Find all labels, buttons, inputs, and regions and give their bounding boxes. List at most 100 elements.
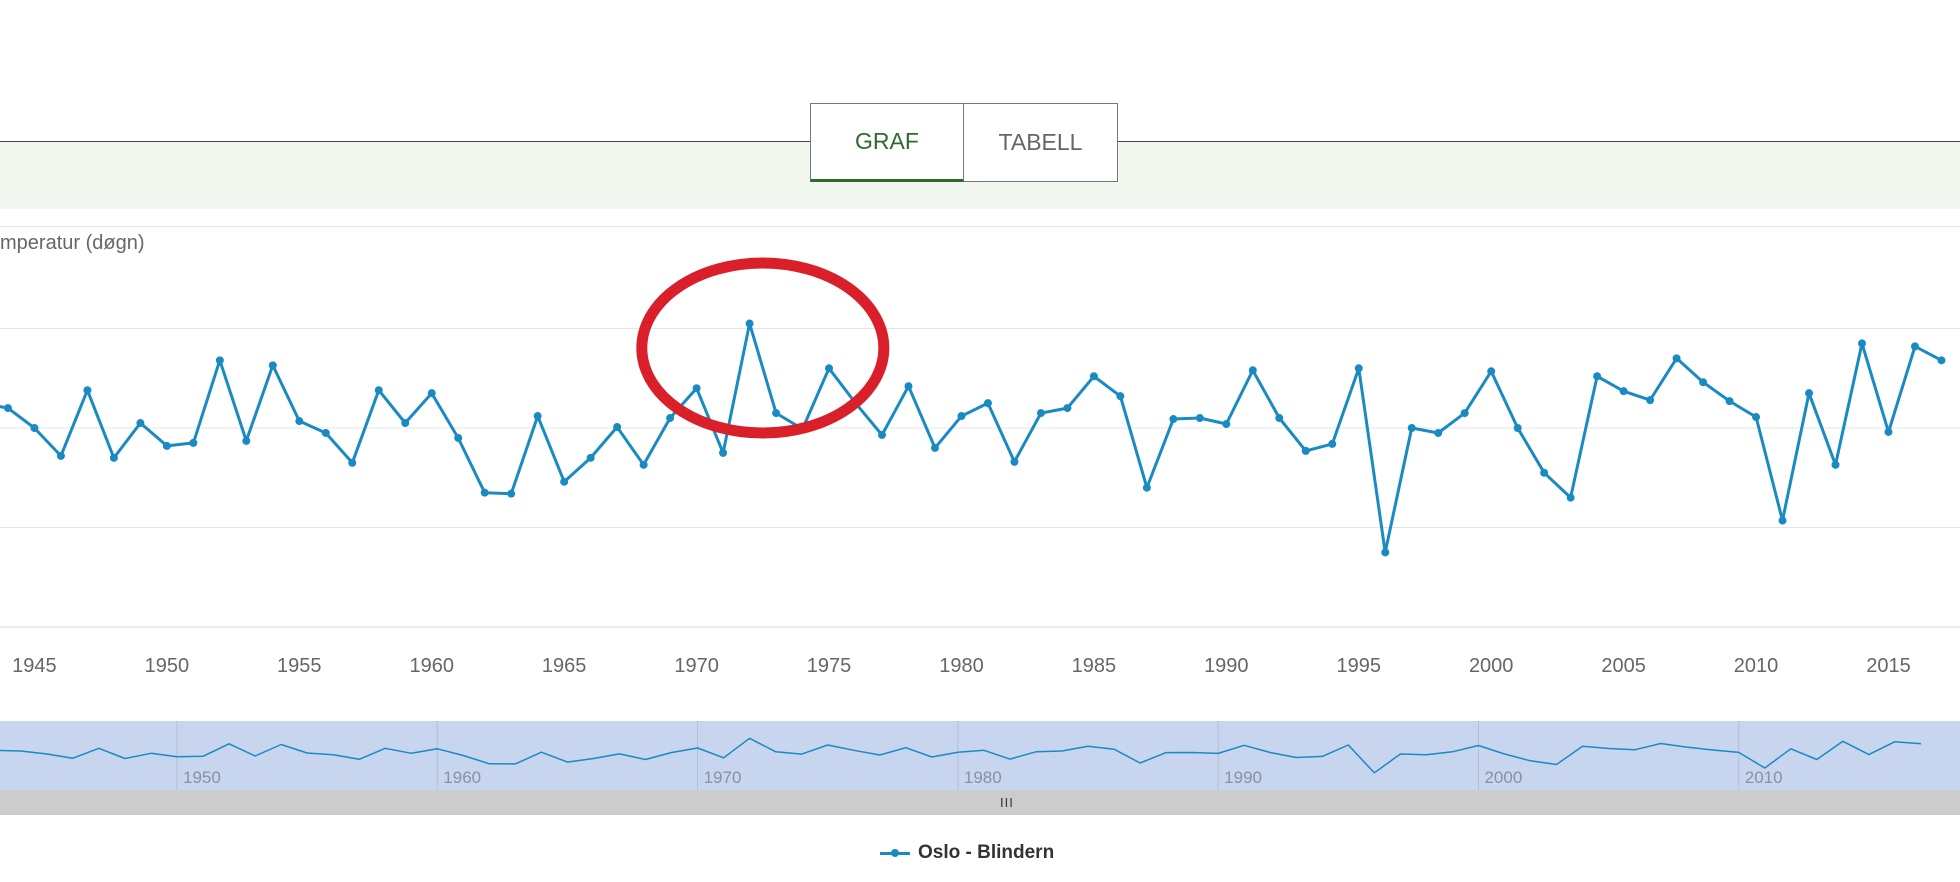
x-tick-label: 1945 bbox=[12, 655, 57, 677]
x-tick-label: 1960 bbox=[409, 655, 454, 677]
data-point bbox=[83, 386, 92, 395]
data-point bbox=[1434, 428, 1443, 437]
x-tick-label: 1970 bbox=[674, 655, 719, 677]
data-point bbox=[1699, 378, 1708, 387]
data-point bbox=[1884, 427, 1893, 436]
view-tabs: GRAF TABELL bbox=[810, 103, 1118, 182]
data-point bbox=[3, 404, 12, 413]
data-point bbox=[348, 458, 357, 467]
data-point bbox=[1089, 372, 1098, 381]
data-point bbox=[1222, 420, 1231, 429]
data-point bbox=[1805, 389, 1814, 398]
data-point bbox=[878, 430, 886, 439]
data-point bbox=[1169, 415, 1178, 424]
data-point bbox=[533, 412, 542, 421]
navigator-series-line bbox=[0, 737, 1922, 774]
data-point bbox=[56, 451, 65, 460]
data-point bbox=[1672, 354, 1681, 363]
x-tick-label: 2000 bbox=[1469, 655, 1514, 677]
navigator-tick-label: 1960 bbox=[443, 768, 481, 787]
tab-graf[interactable]: GRAF bbox=[810, 103, 964, 182]
legend[interactable]: Oslo - Blindern bbox=[880, 842, 1054, 864]
data-point bbox=[427, 389, 436, 398]
data-point bbox=[215, 356, 224, 365]
x-tick-label: 2005 bbox=[1601, 655, 1646, 677]
data-point bbox=[480, 488, 489, 497]
chart-top-border bbox=[0, 226, 1960, 227]
data-point bbox=[719, 448, 728, 457]
navigator-tick-label: 1990 bbox=[1224, 768, 1262, 787]
data-point bbox=[321, 428, 330, 437]
navigator-tick-label: 1950 bbox=[183, 768, 221, 787]
x-tick-label: 1980 bbox=[939, 655, 984, 677]
data-point bbox=[1593, 372, 1602, 381]
data-point bbox=[1566, 493, 1575, 502]
data-point bbox=[454, 433, 463, 442]
annotation-circle bbox=[636, 257, 890, 439]
data-point bbox=[957, 412, 966, 421]
data-point bbox=[639, 460, 648, 469]
data-point bbox=[1010, 457, 1019, 466]
data-point bbox=[825, 364, 834, 373]
data-point bbox=[1752, 413, 1761, 422]
data-point bbox=[1540, 468, 1549, 477]
data-point bbox=[772, 409, 781, 418]
x-tick-label: 2015 bbox=[1866, 655, 1911, 677]
data-point bbox=[1275, 414, 1284, 423]
data-point bbox=[1354, 364, 1363, 373]
data-point bbox=[109, 453, 118, 462]
data-point bbox=[1407, 424, 1416, 432]
data-point bbox=[507, 489, 516, 498]
data-point bbox=[930, 443, 939, 452]
legend-swatch-icon bbox=[880, 847, 910, 859]
x-tick-label: 1955 bbox=[277, 655, 322, 677]
data-point bbox=[1063, 404, 1072, 413]
data-point bbox=[1725, 397, 1734, 406]
data-point bbox=[30, 424, 39, 432]
data-point bbox=[745, 319, 754, 328]
data-point bbox=[692, 384, 701, 393]
data-point bbox=[162, 441, 171, 450]
data-point bbox=[1910, 342, 1919, 351]
x-tick-label: 1990 bbox=[1204, 655, 1249, 677]
data-point bbox=[374, 386, 383, 395]
navigator-background bbox=[0, 721, 1960, 790]
navigator-tick-label: 1980 bbox=[964, 768, 1002, 787]
navigator-handle[interactable]: III bbox=[1000, 795, 1014, 810]
navigator-tick-label: 2010 bbox=[1745, 768, 1783, 787]
data-point bbox=[136, 419, 145, 428]
data-point bbox=[1858, 339, 1866, 348]
data-point bbox=[1116, 392, 1125, 401]
data-point bbox=[1487, 367, 1496, 376]
data-point bbox=[1831, 460, 1840, 469]
y-axis-title: mperatur (døgn) bbox=[0, 232, 145, 254]
data-point bbox=[1328, 439, 1337, 448]
data-point bbox=[1195, 414, 1204, 423]
x-tick-label: 1950 bbox=[145, 655, 190, 677]
data-point bbox=[1142, 483, 1151, 492]
x-tick-label: 2010 bbox=[1734, 655, 1779, 677]
data-point bbox=[295, 417, 304, 426]
legend-label: Oslo - Blindern bbox=[918, 842, 1055, 863]
series-line bbox=[0, 322, 1943, 554]
data-point bbox=[401, 419, 410, 428]
data-point bbox=[1937, 356, 1946, 365]
data-point bbox=[1646, 396, 1655, 405]
data-point bbox=[1460, 409, 1469, 418]
data-point bbox=[189, 438, 198, 447]
data-point bbox=[586, 453, 595, 462]
navigator-tick-label: 1970 bbox=[704, 768, 742, 787]
data-point bbox=[1381, 548, 1390, 557]
data-point bbox=[1619, 387, 1628, 396]
x-tick-label: 1965 bbox=[542, 655, 587, 677]
data-point bbox=[904, 382, 913, 391]
tab-tabell[interactable]: TABELL bbox=[964, 103, 1118, 182]
x-tick-label: 1975 bbox=[807, 655, 852, 677]
data-point bbox=[666, 414, 675, 423]
data-point bbox=[1248, 366, 1257, 375]
data-point bbox=[242, 436, 251, 445]
data-point bbox=[983, 399, 992, 408]
navigator-tick-label: 2000 bbox=[1484, 768, 1522, 787]
data-point bbox=[560, 477, 569, 486]
